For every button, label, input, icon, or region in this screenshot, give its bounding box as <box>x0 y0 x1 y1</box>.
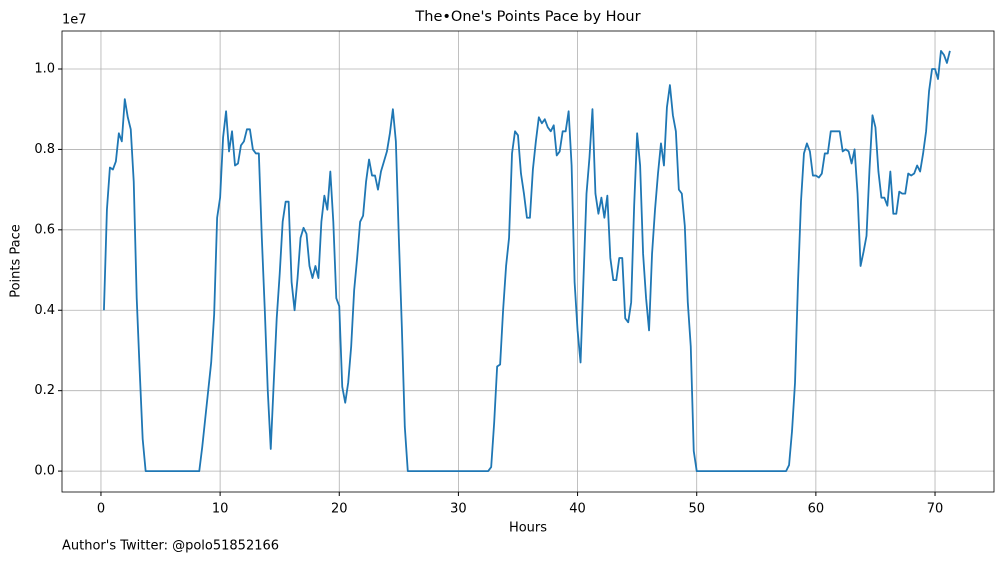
y-tick-label: 1.0 <box>34 61 55 76</box>
axis-offset: 1e7 <box>62 13 87 28</box>
x-tick-label: 0 <box>97 502 105 517</box>
y-tick-label: 0.0 <box>34 464 55 479</box>
footnote: Author's Twitter: @polo51852166 <box>62 539 279 554</box>
data-line <box>103 50 951 472</box>
x-axis-label: Hours <box>509 521 547 536</box>
y-tick-label: 0.2 <box>34 383 55 398</box>
x-tick-label: 30 <box>450 502 467 517</box>
x-tick-label: 40 <box>569 502 586 517</box>
y-tick-label: 0.8 <box>34 142 55 157</box>
chart-title: The•One's Points Pace by Hour <box>414 9 640 25</box>
x-tick-label: 70 <box>927 502 944 517</box>
x-tick-label: 50 <box>688 502 705 517</box>
plot-frame <box>61 30 995 493</box>
y-tick-label: 0.6 <box>34 222 55 237</box>
y-axis-label: Points Pace <box>9 224 24 298</box>
y-tick-label: 0.4 <box>34 303 55 318</box>
x-tick-label: 60 <box>808 502 825 517</box>
x-tick-label: 20 <box>331 502 348 517</box>
x-tick-label: 10 <box>212 502 229 517</box>
